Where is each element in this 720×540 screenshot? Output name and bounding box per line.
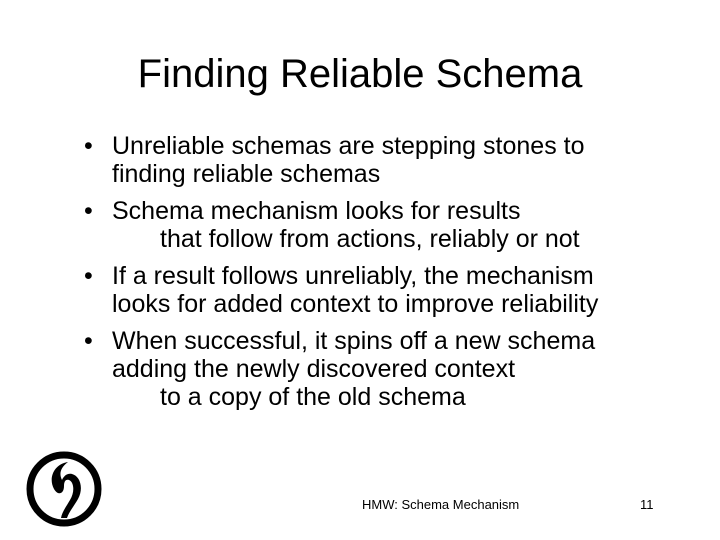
slide-title: Finding Reliable Schema: [137, 52, 583, 96]
bullet-glyph: •: [84, 132, 93, 160]
bullet-line: that follow from actions, reliably or no…: [160, 225, 580, 253]
bullet-line: If a result follows unreliably, the mech…: [112, 262, 594, 290]
bullet-line: to a copy of the old schema: [160, 383, 466, 411]
bullet-line: looks for added context to improve relia…: [112, 290, 599, 318]
bullet-glyph: •: [84, 327, 93, 355]
bullet-line: adding the newly discovered context: [112, 355, 516, 383]
bullet-item: • If a result follows unreliably, the me…: [84, 262, 684, 318]
hmw-logo-icon: [26, 451, 102, 527]
page-number: 11: [640, 497, 654, 512]
bullet-line: Schema mechanism looks for results: [112, 197, 521, 225]
bullet-line: When successful, it spins off a new sche…: [112, 327, 596, 355]
bullet-line: finding reliable schemas: [112, 160, 381, 188]
bullet-glyph: •: [84, 262, 93, 290]
bullet-line: Unreliable schemas are stepping stones t…: [112, 132, 585, 160]
bullet-item: • Schema mechanism looks for results tha…: [84, 197, 684, 253]
bullet-item: • Unreliable schemas are stepping stones…: [84, 132, 684, 188]
bullet-item: • When successful, it spins off a new sc…: [84, 327, 684, 411]
footer-text: HMW: Schema Mechanism: [362, 497, 520, 512]
bullet-list: • Unreliable schemas are stepping stones…: [84, 132, 684, 420]
bullet-glyph: •: [84, 197, 93, 225]
